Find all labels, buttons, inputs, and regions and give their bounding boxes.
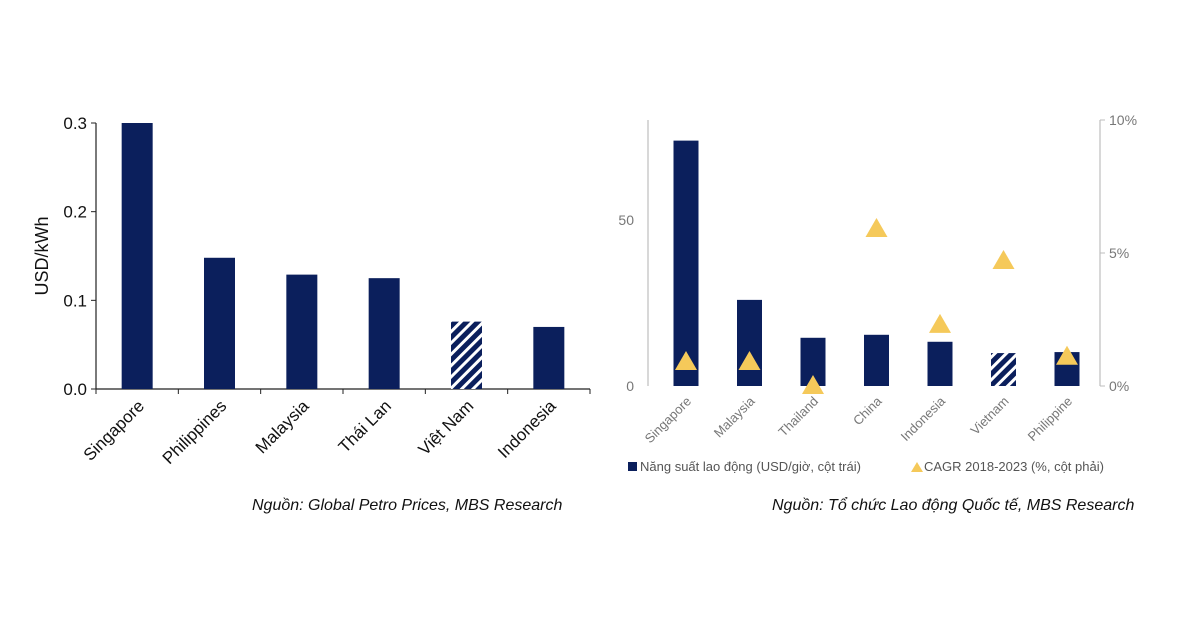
bar-china bbox=[864, 334, 889, 386]
bar-vietnam bbox=[991, 353, 1016, 386]
cagr-triangle-thailand bbox=[802, 375, 824, 394]
x-tick-label: Singapore bbox=[642, 394, 695, 447]
left-y-tick-label: 0 bbox=[626, 378, 634, 394]
right-y-tick-label: 5% bbox=[1109, 245, 1129, 261]
legend-bar-label: Năng suất lao động (USD/giờ, cột trái) bbox=[640, 459, 861, 474]
bar-thái-lan bbox=[368, 278, 400, 389]
x-tick-label: Indonesia bbox=[494, 396, 560, 462]
bar-singapore bbox=[121, 123, 153, 389]
x-tick-label: Malaysia bbox=[711, 393, 758, 440]
x-tick-label: Philippines bbox=[159, 396, 231, 468]
bar-malaysia bbox=[737, 299, 762, 386]
x-tick-label: Indonesia bbox=[898, 393, 949, 444]
bar-philippines bbox=[204, 257, 235, 389]
x-tick-label: Thái Lan bbox=[335, 396, 395, 456]
electricity-price-chart: 0.0 0.1 0.2 0.3 USD/kWh Singapore Philippines M… bbox=[32, 114, 591, 468]
cagr-triangle-vietnam bbox=[992, 249, 1015, 269]
cagr-triangle-philippine bbox=[1056, 345, 1078, 365]
x-tick-label: Thailand bbox=[775, 394, 821, 440]
y-tick-label: 0.2 bbox=[63, 203, 87, 222]
legend-triangle-label: CAGR 2018-2023 (%, cột phải) bbox=[924, 459, 1104, 474]
bar-indonesia bbox=[533, 326, 565, 389]
right-y-tick-label: 10% bbox=[1109, 112, 1137, 128]
cagr-triangle-indonesia bbox=[929, 313, 951, 333]
x-tick-label: Vietnam bbox=[967, 394, 1011, 438]
cagr-triangle-malaysia bbox=[738, 351, 761, 371]
bar-việt-nam bbox=[451, 321, 482, 389]
right-y-tick-label: 0% bbox=[1109, 378, 1129, 394]
bar-malaysia bbox=[286, 274, 318, 389]
y-tick-label: 0.0 bbox=[63, 380, 87, 399]
x-tick-label: China bbox=[850, 393, 885, 428]
x-tick-label: Singapore bbox=[80, 396, 148, 464]
legend-triangle-icon bbox=[911, 462, 923, 472]
y-tick-label: 0.3 bbox=[63, 114, 87, 133]
y-axis-label: USD/kWh bbox=[32, 216, 52, 295]
right-chart-source: Nguồn: Tổ chức Lao động Quốc tế, MBS Res… bbox=[772, 497, 1135, 514]
cagr-triangle-china bbox=[865, 218, 888, 238]
labor-productivity-chart: 0 50 0% 5% 10% Singapore Malaysia Thailand China… bbox=[618, 112, 1137, 474]
bar-singapore bbox=[673, 140, 699, 386]
left-chart-source: Nguồn: Global Petro Prices, MBS Research bbox=[252, 497, 563, 514]
left-y-tick-label: 50 bbox=[618, 212, 634, 228]
x-tick-label: Philippine bbox=[1025, 394, 1075, 444]
cagr-triangle-singapore bbox=[675, 351, 697, 371]
y-tick-label: 0.1 bbox=[63, 291, 87, 310]
x-tick-label: Malaysia bbox=[252, 396, 313, 457]
legend-bar-swatch bbox=[628, 462, 637, 471]
bar-indonesia bbox=[927, 341, 953, 386]
x-tick-label: Việt Nam bbox=[415, 396, 478, 459]
